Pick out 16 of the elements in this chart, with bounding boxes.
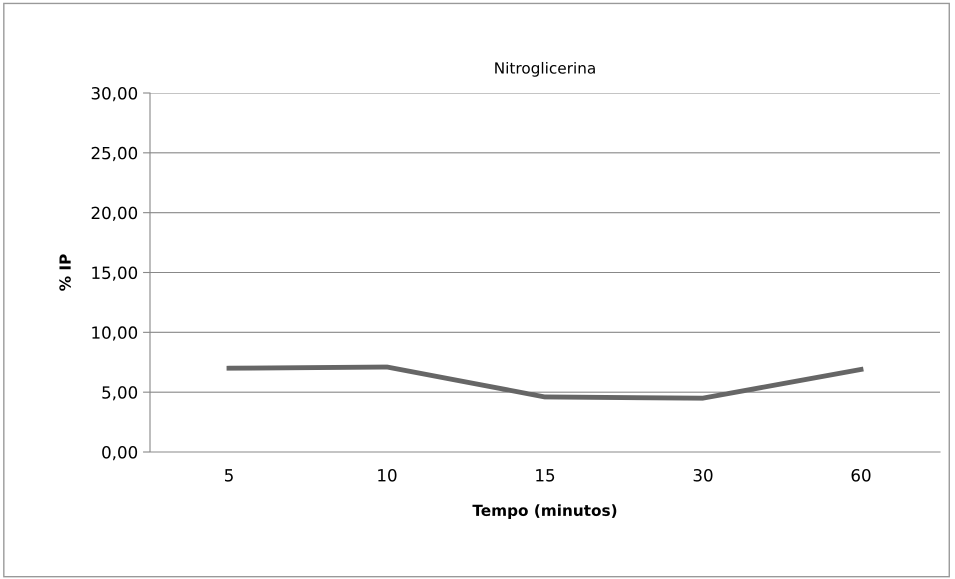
y-tick-label: 25,00 <box>92 146 138 162</box>
y-tick-label: 15,00 <box>92 266 138 281</box>
y-axis-title: % IP <box>59 254 71 291</box>
line-series <box>226 364 864 401</box>
y-tick-label: 0,00 <box>102 446 138 460</box>
x-axis-title: Tempo (minutos) <box>472 504 616 520</box>
x-tick-label: 60 <box>852 468 870 482</box>
x-tick-label: 30 <box>694 468 712 482</box>
x-tick-label: 10 <box>378 468 396 482</box>
chart-title: Nitroglicerina <box>495 62 595 77</box>
y-tick-label: 30,00 <box>92 86 138 102</box>
y-tick-label: 10,00 <box>92 326 138 341</box>
x-tick-label: 5 <box>224 469 233 482</box>
y-tick-label: 20,00 <box>92 206 138 221</box>
x-tick-label: 15 <box>536 469 554 482</box>
y-tick-label: 5,00 <box>102 386 138 400</box>
